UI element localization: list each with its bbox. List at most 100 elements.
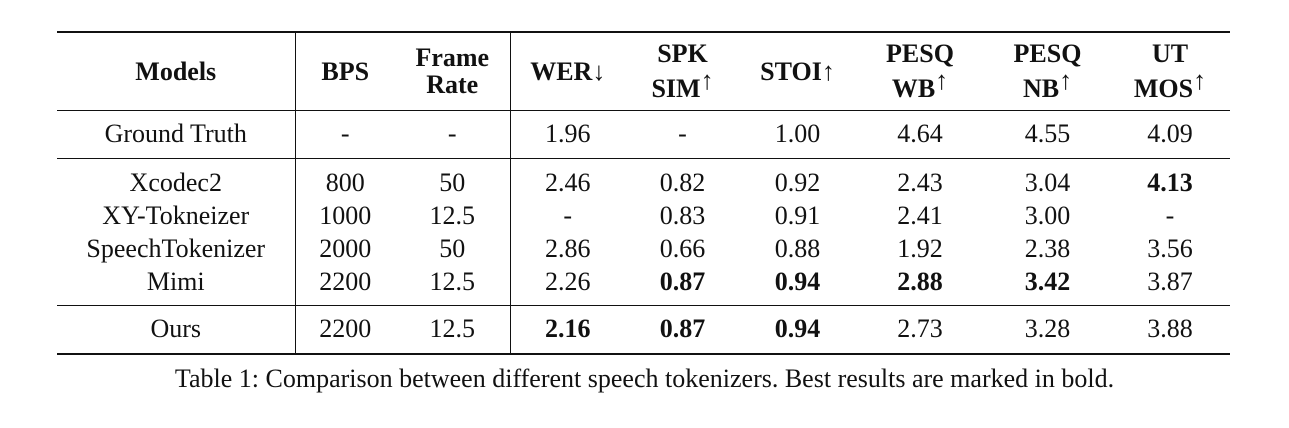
table-cell: 50 [395,232,511,266]
table-cell: 2.41 [855,200,985,233]
table-cell: 3.28 [985,305,1110,354]
table-cell: 3.00 [985,200,1110,233]
column-header: Frame Rate [395,32,511,110]
cell-text: - [563,201,573,230]
cell-text: 2.41 [897,201,943,230]
header-line: STOI [760,56,822,86]
cell-text: 2.73 [897,314,943,343]
cell-text: 0.66 [659,234,706,263]
table-cell: - [625,110,740,158]
table-cell: 2.16 [510,305,625,354]
column-header: UT MOS↑ [1110,32,1230,110]
row-group: Xcodec2 800 50 2.46 0.82 0.92 2.43 3.04 4.13 XY-T… [57,158,1230,305]
header-line: Models [135,56,217,86]
cell-text: 1.92 [897,234,943,263]
table-cell: 4.13 [1110,158,1230,200]
table-cell: 2.88 [855,266,985,306]
cell-text: 0.94 [774,267,821,296]
table-cell: 3.04 [985,158,1110,200]
cell-text: 2.26 [545,267,591,296]
table-cell: - [1110,200,1230,233]
row-group: Ours 2200 12.5 2.16 0.87 0.94 2.73 3.28 3.88 [57,305,1230,354]
header-line: SIM [651,74,701,104]
table-row: Ours 2200 12.5 2.16 0.87 0.94 2.73 3.28 3.88 [57,305,1230,354]
cell-text: 4.64 [897,119,943,148]
table-cell: 0.66 [625,233,740,266]
column-header: STOI↑ [740,32,855,110]
table-cell: 2.46 [510,158,625,200]
cell-text: - [678,119,687,148]
table-cell: 0.87 [625,305,740,354]
cell-text: 0.92 [774,168,821,197]
cell-text: 50 [439,234,466,263]
table-cell: 3.88 [1110,305,1230,354]
cell-text: 1000 [319,201,372,230]
cell-text: SpeechTokenizer [86,234,266,263]
table-cell: XY-Tokneizer [57,199,296,233]
table-cell: 2000 [295,233,395,266]
table-cell: 12.5 [395,265,511,305]
header-line: BPS [321,56,370,86]
cell-text: - [447,119,457,148]
table-cell: 4.09 [1110,110,1230,158]
cell-text: 3.28 [1024,314,1071,343]
table-cell: Ground Truth [57,110,296,158]
table-cell: 4.64 [855,110,985,158]
header-line: UT [1151,39,1189,69]
cell-text: 2200 [319,314,372,343]
table-row: Mimi 2200 12.5 2.26 0.87 0.94 2.88 3.42 3.87 [57,265,1230,306]
column-header: WER↓ [510,32,625,110]
column-header: PESQ NB↑ [985,32,1110,110]
table-cell: 0.82 [625,158,740,200]
table-cell: 3.56 [1110,233,1230,266]
cell-text: 2200 [319,267,372,296]
cell-text: 0.94 [774,314,821,343]
cell-text: Ours [150,314,202,343]
table-cell: 0.87 [625,266,740,306]
table-cell: 800 [295,158,395,200]
cell-text: 2000 [319,234,372,263]
cell-text: 12.5 [429,314,476,343]
cell-text: 1.96 [545,119,591,148]
table-cell: - [510,200,625,233]
header-line: MOS [1133,74,1194,104]
cell-text: 1.00 [774,119,821,148]
column-header: SPK SIM↑ [625,32,740,110]
header-line: PESQ [1013,39,1082,69]
cell-text: 3.88 [1147,314,1193,343]
table-cell: - [295,110,395,158]
table-header: Models BPS Frame Rate WER↓ SPK SIM↑ STOI↑ PESQ WB… [57,32,1230,110]
table-cell: Xcodec2 [57,158,296,200]
table-cell: 2.38 [985,233,1110,266]
cell-text: 0.87 [659,314,706,343]
cell-text: Ground Truth [104,119,247,148]
table-cell: 2200 [295,305,395,354]
table-cell: 2.86 [510,233,625,266]
table-cell: 0.88 [740,233,855,266]
table-cell: 2.43 [855,158,985,200]
cell-text: - [340,119,350,148]
table-cell: 2200 [295,266,395,306]
cell-text: 0.82 [659,168,706,197]
table-cell: Mimi [57,265,296,305]
cell-text: 0.91 [774,201,821,230]
table-cell: Ours [57,305,296,354]
cell-text: 50 [439,168,466,197]
table-cell: 50 [395,158,511,200]
column-header: BPS [295,32,395,110]
cell-text: 4.09 [1147,119,1193,148]
table-cell: 4.55 [985,110,1110,158]
table-cell: 12.5 [395,199,511,233]
cell-text: 4.13 [1147,168,1193,197]
cell-text: 0.87 [659,267,706,296]
cell-text: 3.87 [1147,267,1193,296]
header-arrow: ↑ [1193,66,1207,96]
cell-text: 3.42 [1024,267,1071,296]
header-arrow: ↑ [821,56,835,86]
cell-text: Xcodec2 [129,168,222,197]
table-cell: 12.5 [395,305,511,354]
cell-text: 3.00 [1024,201,1071,230]
table-row: XY-Tokneizer 1000 12.5 - 0.83 0.91 2.41 3.00 - [57,199,1230,233]
table-cell: 0.92 [740,158,855,200]
